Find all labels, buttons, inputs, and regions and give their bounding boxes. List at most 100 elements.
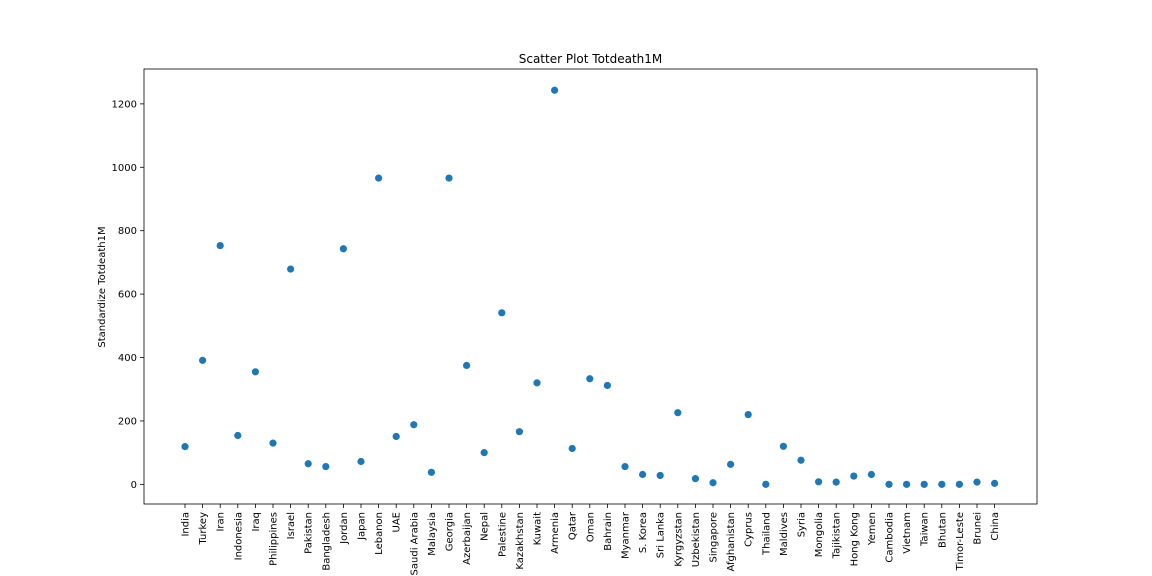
x-tick-label: Cambodia	[885, 512, 896, 563]
x-tick-label: Sri Lanka	[656, 512, 667, 558]
data-point	[234, 431, 242, 440]
data-point	[815, 478, 823, 486]
x-tick-label: Bangladesh	[321, 512, 332, 571]
x-tick-label: Thailand	[761, 512, 772, 556]
data-point	[955, 480, 964, 488]
data-point	[832, 478, 840, 486]
y-tick-label: 1000	[112, 163, 137, 174]
data-point	[867, 470, 876, 479]
data-points	[181, 86, 999, 488]
x-tick-label: India	[181, 512, 192, 537]
x-tick-label: Japan	[357, 512, 368, 541]
data-point	[920, 480, 928, 488]
data-point	[551, 86, 559, 94]
data-point	[463, 361, 471, 370]
x-tick-label: Pakistan	[304, 512, 315, 554]
data-point	[515, 428, 524, 436]
x-tick-label: Afghanistan	[726, 512, 737, 572]
x-tick-label: Palestine	[497, 512, 508, 557]
x-tick-label: UAE	[392, 512, 403, 532]
x-tick-label: Cyprus	[744, 512, 755, 547]
x-tick-label: Myanmar	[621, 511, 632, 559]
data-point	[498, 309, 506, 317]
data-point	[181, 443, 189, 451]
data-point	[445, 174, 453, 182]
data-point	[251, 368, 259, 376]
x-tick-label: Iran	[216, 512, 227, 532]
x-tick-label: Tajikistan	[832, 512, 843, 559]
data-point	[533, 379, 541, 387]
data-point	[991, 479, 999, 487]
x-tick-label: Armenia	[550, 512, 561, 554]
data-point	[727, 460, 735, 468]
data-point	[357, 457, 365, 466]
x-tick-label: Maldives	[779, 512, 790, 556]
data-point	[427, 468, 435, 476]
data-point	[410, 421, 418, 429]
x-tick-label: Brunei	[973, 512, 984, 545]
x-tick-label: Philippines	[269, 512, 280, 566]
y-axis: 0 200 400 600 800 1000 1200	[112, 99, 144, 491]
x-tick-label: Bahrain	[603, 512, 614, 551]
x-tick-label: Kyrgyzstan	[673, 512, 684, 567]
data-point	[709, 479, 717, 487]
data-point	[885, 480, 893, 488]
plot-frame	[143, 68, 1038, 505]
data-point	[216, 241, 224, 250]
data-point	[850, 472, 858, 480]
x-tick-label: Malaysia	[427, 512, 438, 556]
data-point	[322, 462, 330, 471]
y-tick-label: 0	[131, 480, 137, 491]
x-tick-label: Kuwait	[533, 512, 544, 545]
data-point	[269, 439, 277, 447]
x-tick-label: Yemen	[867, 512, 878, 546]
x-tick-label: Qatar	[568, 511, 579, 540]
x-tick-label: China	[990, 512, 1001, 541]
x-tick-label: Singapore	[709, 512, 720, 562]
y-tick-label: 400	[118, 353, 137, 364]
y-tick-label: 1200	[112, 99, 137, 110]
x-tick-label: Azerbaijan	[462, 512, 473, 565]
x-tick-label: Timor-Leste	[955, 512, 966, 571]
data-point	[903, 480, 911, 488]
data-point	[586, 375, 594, 383]
x-axis: India Turkey Iran Indonesia Iraq Philippines I…	[181, 504, 1001, 575]
data-point	[621, 462, 629, 471]
data-point	[797, 456, 805, 464]
x-tick-label: Vietnam	[902, 512, 913, 554]
data-point	[339, 245, 347, 253]
x-tick-label: Lebanon	[374, 512, 385, 555]
x-tick-label: Bhutan	[937, 512, 948, 548]
x-tick-label: Indonesia	[233, 512, 244, 560]
x-tick-label: Oman	[585, 512, 596, 542]
x-tick-label: Kazakhstan	[515, 512, 526, 570]
data-point	[199, 356, 207, 364]
data-point	[938, 480, 946, 488]
x-tick-label: Hong Kong	[849, 512, 860, 566]
data-point	[304, 460, 312, 468]
x-tick-label: Israel	[286, 512, 297, 539]
data-point	[568, 444, 576, 453]
data-point	[639, 470, 647, 479]
x-tick-label: Mongolia	[814, 512, 825, 557]
data-point	[973, 478, 981, 486]
data-point	[375, 174, 383, 182]
x-tick-label: Nepal	[480, 512, 491, 541]
y-tick-label: 800	[118, 226, 137, 237]
y-tick-label: 200	[118, 416, 137, 427]
x-tick-label: Syria	[797, 512, 808, 537]
data-point	[744, 410, 752, 419]
x-tick-label: Uzbekistan	[691, 512, 702, 567]
data-point	[674, 409, 682, 417]
x-tick-label: Georgia	[445, 512, 456, 551]
chart-title: Scatter Plot Totdeath1M	[519, 52, 663, 66]
data-point	[287, 265, 295, 273]
x-tick-label: Taiwan	[920, 512, 931, 547]
data-point	[656, 471, 664, 480]
x-tick-label: Iraq	[251, 512, 262, 532]
data-point	[691, 475, 700, 483]
data-point	[392, 432, 400, 441]
data-point	[779, 442, 788, 450]
data-point	[603, 381, 612, 390]
